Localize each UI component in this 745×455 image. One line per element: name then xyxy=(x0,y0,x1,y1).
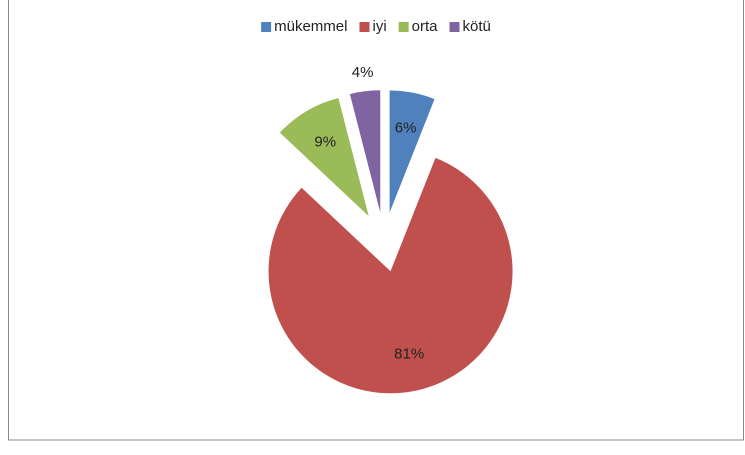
legend-label: kötü xyxy=(463,18,491,35)
pie-slice xyxy=(349,90,381,213)
legend-label: mükemmel xyxy=(274,18,347,35)
legend-label: iyi xyxy=(372,18,386,35)
legend-swatch xyxy=(261,22,272,32)
pie-slice xyxy=(279,98,369,217)
legend-swatch xyxy=(398,22,409,32)
legend-swatch xyxy=(359,22,370,32)
data-label: 9% xyxy=(314,134,336,151)
legend-item: kötü xyxy=(449,18,491,35)
data-label: 6% xyxy=(395,120,417,137)
pie-slice xyxy=(389,90,435,213)
legend: mükemmel iyi orta kötü xyxy=(261,18,491,35)
data-label: 81% xyxy=(394,346,424,363)
pie: 6% 81% 9% 4% xyxy=(268,64,513,394)
legend-item: iyi xyxy=(359,18,387,35)
legend-label: orta xyxy=(412,18,439,35)
legend-item: mükemmel xyxy=(261,18,347,35)
data-label: 4% xyxy=(352,64,374,81)
pie-slice xyxy=(268,157,513,394)
legend-swatch xyxy=(449,22,460,32)
legend-item: orta xyxy=(398,18,439,35)
